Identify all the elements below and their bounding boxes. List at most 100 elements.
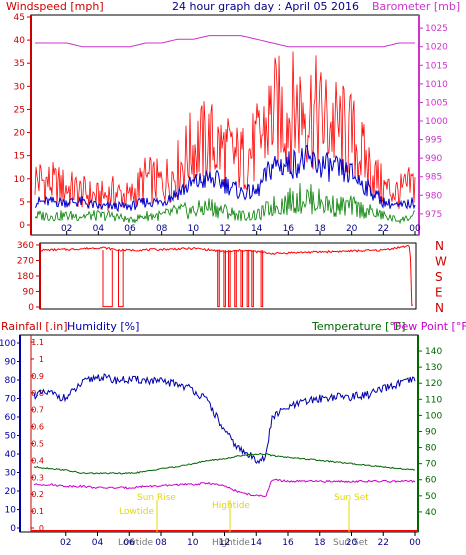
dew-point-line (33, 478, 416, 498)
top-panel: Windspeed [mph] 24 hour graph day : Apri… (6, 0, 460, 236)
direction-series-group (41, 244, 413, 308)
barometer-tick-label: 1010 (425, 80, 448, 90)
wind-average-line (34, 144, 416, 213)
top-series-group (34, 35, 416, 225)
sunset-annotation: Sun Set (334, 493, 369, 503)
bottom-hour-tick-label: 18 (314, 538, 326, 548)
rain-tick-label: 0.1 (31, 507, 44, 516)
rain-tick-label: 0.7 (31, 406, 44, 415)
humidity-tick-label: 30 (5, 469, 17, 479)
top-hour-tick-label: 22 (378, 224, 389, 234)
bottom-hour-tick-label: 10 (187, 538, 199, 548)
top-hour-tick-label: 14 (251, 224, 263, 234)
direction-degree-ticks: 0 90 180 270 360 (17, 241, 40, 313)
temperature-tick-label: 50 (425, 492, 437, 502)
barometer-tick-label: 995 (425, 136, 442, 146)
windspeed-tick-label: 20 (14, 129, 26, 139)
bottom-series-group (33, 373, 416, 498)
graph-title: 24 hour graph day : April 05 2016 (172, 0, 359, 13)
humidity-label: Humidity [%] (67, 320, 139, 333)
wind-direction-wrap (102, 250, 113, 308)
rain-tick-label: 1 (39, 355, 44, 364)
barometer-line (35, 35, 415, 48)
humidity-tick-label: 20 (5, 487, 17, 497)
windspeed-tick-label: 30 (14, 82, 26, 92)
direction-tick-label: 0 (28, 303, 34, 313)
direction-tick-label: 270 (17, 257, 34, 267)
windspeed-tick-label: 10 (14, 175, 26, 185)
temperature-tick-label: 100 (425, 411, 442, 421)
top-hour-tick-label: 16 (283, 224, 295, 234)
bottom-hour-tick-label: 16 (282, 538, 294, 548)
wind-direction-wrap (260, 250, 264, 308)
barometer-tick-label: 1015 (425, 61, 448, 71)
direction-tick-label: 180 (17, 272, 34, 282)
bottom-hour-tick-label: 00 (409, 538, 421, 548)
rain-label: Rainfall [.in] (1, 320, 68, 333)
rain-tick-label: 0 (39, 524, 44, 533)
humidity-tick-label: 90 (5, 358, 17, 368)
barometer-tick-label: 975 (425, 210, 442, 220)
humidity-tick-label: 60 (5, 413, 17, 423)
rain-tick-label: 0.2 (31, 490, 44, 499)
temperature-tick-label: 60 (425, 476, 437, 486)
sunset-axis-annotation: Sun Set (333, 538, 368, 548)
rain-tick-label: 0.9 (31, 372, 44, 381)
rain-tick-label: 0.4 (31, 456, 44, 465)
bottom-panel-frame (19, 334, 419, 533)
humidity-tick-label: 0 (10, 524, 16, 534)
barometer-tick-label: 1020 (425, 43, 448, 53)
humidity-tick-label: 50 (5, 432, 17, 442)
temperature-line (33, 452, 416, 475)
bottom-hour-tick-label: 08 (155, 538, 167, 548)
temperature-tick-label: 110 (425, 395, 442, 405)
windspeed-ticks: 0 5 10 15 20 25 30 35 40 45 (14, 13, 31, 231)
sunrise-annotation: Sun Rise (137, 493, 176, 503)
bottom-hour-tick-label: 12 (219, 538, 230, 548)
bottom-hour-tick-label: 14 (251, 538, 263, 548)
barometer-tick-label: 985 (425, 173, 442, 183)
bottom-hour-ticks: 02 04 06 08 10 12 14 16 18 20 22 00 (60, 532, 421, 548)
top-left-label: Windspeed [mph] (6, 0, 104, 13)
windspeed-tick-label: 0 (19, 221, 25, 231)
compass-letter: N (435, 239, 444, 253)
temperature-tick-label: 140 (425, 347, 442, 357)
temperature-tick-label: 130 (425, 363, 442, 373)
dew-point-label: Dew Point [°F] (393, 320, 466, 333)
humidity-tick-label: 80 (5, 376, 17, 386)
rain-tick-label: 0.5 (31, 439, 44, 448)
barometer-ticks: 975 980 985 990 995 1000 1005 1010 1015 1020 1025 (419, 24, 448, 220)
bottom-hour-tick-label: 02 (60, 538, 71, 548)
barometer-tick-label: 980 (425, 191, 442, 201)
wind-direction-wrap (246, 250, 250, 308)
rain-tick-label: 0.3 (31, 473, 44, 482)
direction-tick-label: 90 (23, 288, 35, 298)
top-hour-tick-label: 20 (346, 224, 358, 234)
wind-direction-wrap (118, 250, 124, 308)
wind-direction-wrap (234, 250, 237, 308)
compass-letter: W (435, 255, 447, 269)
top-hour-tick-label: 06 (124, 224, 136, 234)
bottom-hour-tick-label: 04 (92, 538, 104, 548)
top-hour-tick-label: 10 (188, 224, 200, 234)
windspeed-tick-label: 45 (14, 13, 25, 23)
top-hour-tick-label: 00 (409, 224, 421, 234)
temperature-tick-label: 80 (425, 444, 437, 454)
temperature-label: Temperature [°F] (311, 320, 406, 333)
top-hour-ticks: 02 04 06 08 10 12 14 16 18 20 22 00 (61, 224, 421, 235)
barometer-tick-label: 990 (425, 154, 442, 164)
wind-direction-wrap (228, 250, 231, 308)
hightide-annotation: Hightide (212, 501, 250, 511)
lowtide-axis-annotation: Lowtide (118, 538, 153, 548)
rain-tick-label: 0.6 (31, 423, 44, 432)
temperature-ticks: 40 50 60 70 80 90 100 110 120 130 140 (418, 347, 442, 518)
direction-panel-frame (39, 242, 417, 310)
wind-direction-line (41, 244, 413, 306)
humidity-tick-label: 100 (0, 339, 16, 349)
windspeed-tick-label: 40 (14, 36, 26, 46)
wind-direction-wrap (217, 250, 220, 308)
humidity-tick-label: 70 (5, 395, 17, 405)
barometer-tick-label: 1000 (425, 117, 448, 127)
